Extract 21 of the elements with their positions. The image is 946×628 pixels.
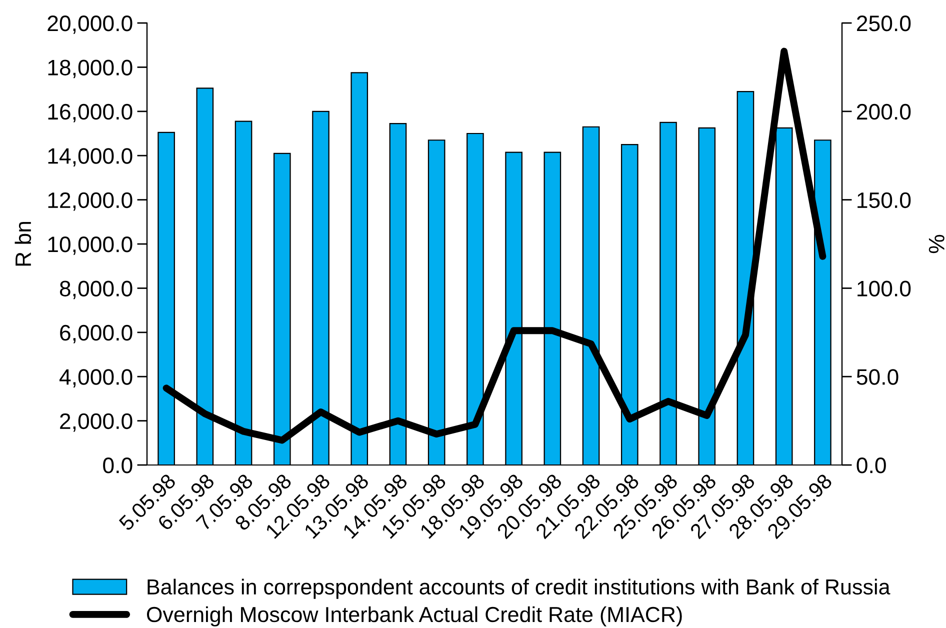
y-axis-title: R bn: [14, 222, 32, 266]
y-tick-label: 14,000.0: [48, 148, 132, 166]
legend-label: Balances in correpspondent accounts of credit institutions with Bank of Russia: [148, 578, 890, 599]
y-tick-label: 18,000.0: [48, 60, 132, 78]
legend-label: Overnigh Moscow Interbank Actual Credit Rate (MIACR): [146, 606, 682, 626]
y-tick-label: 16,000.0: [48, 104, 132, 122]
y-tick-label: 12,000.0: [48, 192, 132, 211]
y2-tick-label: 250.0: [857, 16, 911, 32]
y-tick-label: 10,000.0: [48, 236, 132, 255]
y-tick-label: 4,000.0: [59, 369, 132, 388]
y-tick-label: 6,000.0: [60, 324, 132, 344]
y2-tick-label: 150.0: [858, 192, 911, 208]
y2-tick-label: 200.0: [857, 104, 911, 120]
y2-tick-label: 50.0: [856, 369, 898, 385]
y2-tick-label: 100.0: [858, 280, 911, 296]
y-tick-label: 2,000.0: [60, 413, 132, 432]
y-tick-label: 20,000.0: [48, 16, 132, 34]
y2-tick-label: 0.0: [856, 458, 886, 474]
y-tick-label: 8,000.0: [60, 280, 132, 300]
y-tick-label: 0.0: [103, 458, 132, 474]
y2-axis-title: %: [928, 234, 944, 254]
